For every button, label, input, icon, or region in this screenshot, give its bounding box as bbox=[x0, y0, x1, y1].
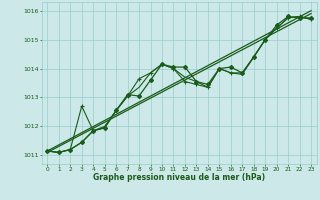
X-axis label: Graphe pression niveau de la mer (hPa): Graphe pression niveau de la mer (hPa) bbox=[93, 173, 265, 182]
